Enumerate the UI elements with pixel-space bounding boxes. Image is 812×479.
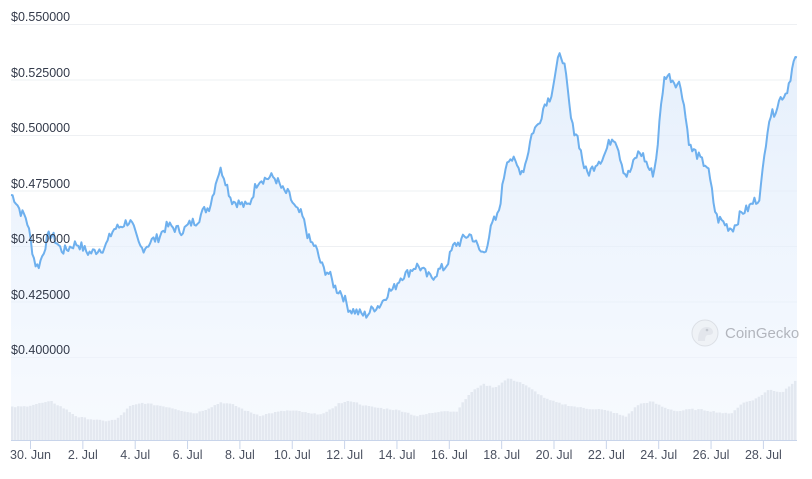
x-tick-label: 22. Jul: [587, 448, 625, 462]
y-tick-label: $0.525000: [11, 65, 71, 80]
y-tick-label: $0.500000: [11, 121, 71, 135]
x-tick-label: 16. Jul: [430, 448, 468, 462]
x-tick-label: 6. Jul: [172, 448, 203, 462]
x-tick-label: 20. Jul: [535, 448, 573, 462]
y-tick-label: $0.550000: [11, 10, 71, 24]
x-tick-label: 4. Jul: [120, 448, 151, 462]
x-tick-label: 8. Jul: [224, 448, 255, 462]
price-area-fill: [11, 53, 797, 440]
y-tick-label: $0.425000: [11, 287, 71, 302]
x-tick-label: 2. Jul: [67, 448, 98, 462]
coingecko-watermark: CoinGecko: [691, 319, 799, 347]
x-tick-label: 10. Jul: [273, 448, 311, 462]
gecko-logo-icon: [691, 319, 719, 347]
x-tick-label: 18. Jul: [483, 448, 521, 462]
y-tick-label: $0.400000: [11, 343, 71, 357]
x-tick-label: 24. Jul: [640, 448, 678, 462]
x-tick-label: 14. Jul: [378, 448, 416, 462]
price-line[interactable]: [10, 52, 798, 319]
x-tick-label: 28. Jul: [744, 448, 782, 462]
x-tick-label: 30. Jun: [9, 448, 52, 462]
y-tick-label: $0.450000: [11, 232, 71, 246]
y-tick-label: $0.475000: [11, 176, 71, 191]
x-axis-ticks: [30, 441, 764, 449]
x-tick-label: 26. Jul: [692, 448, 730, 462]
x-tick-label: 12. Jul: [326, 448, 364, 462]
watermark-label: CoinGecko: [725, 324, 800, 342]
